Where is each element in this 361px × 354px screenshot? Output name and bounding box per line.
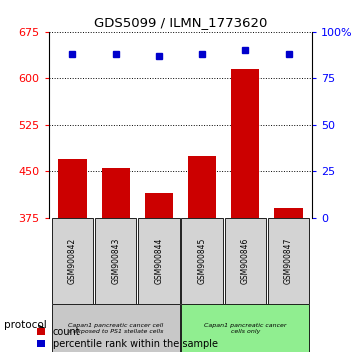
Bar: [52, 304, 180, 352]
Bar: [102, 168, 130, 218]
Bar: [231, 69, 259, 218]
Legend: count, percentile rank within the sample: count, percentile rank within the sample: [37, 327, 218, 349]
Bar: [188, 156, 216, 218]
Bar: [181, 218, 223, 304]
Text: GSM900842: GSM900842: [68, 238, 77, 284]
Text: Capan1 pancreatic cancer
cells only: Capan1 pancreatic cancer cells only: [204, 323, 287, 334]
Bar: [138, 218, 180, 304]
Bar: [95, 218, 136, 304]
Bar: [58, 159, 87, 218]
Bar: [225, 218, 266, 304]
Text: GSM900846: GSM900846: [241, 238, 250, 284]
Bar: [274, 209, 303, 218]
Text: GSM900843: GSM900843: [111, 238, 120, 284]
Bar: [52, 218, 93, 304]
Text: GSM900844: GSM900844: [155, 238, 164, 284]
Text: protocol: protocol: [4, 320, 46, 330]
Text: GSM900847: GSM900847: [284, 238, 293, 284]
Bar: [181, 304, 309, 352]
Bar: [268, 218, 309, 304]
Text: GSM900845: GSM900845: [197, 238, 206, 284]
Bar: [145, 193, 173, 218]
Text: Capan1 pancreatic cancer cell
s exposed to PS1 stellate cells: Capan1 pancreatic cancer cell s exposed …: [68, 323, 164, 334]
Title: GDS5099 / ILMN_1773620: GDS5099 / ILMN_1773620: [94, 16, 267, 29]
